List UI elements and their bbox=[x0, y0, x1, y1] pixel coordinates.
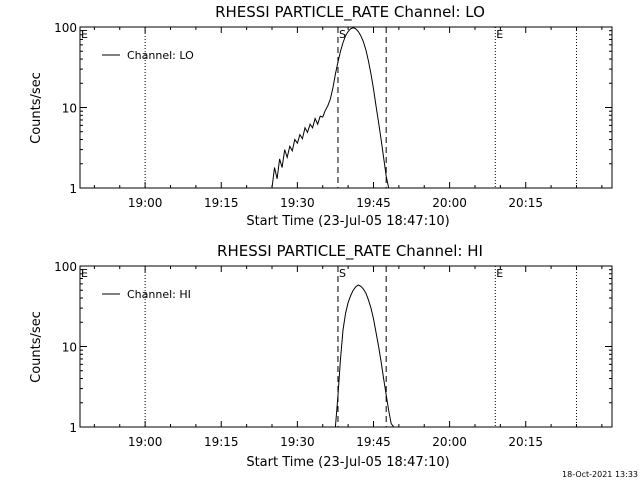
hi-x-axis-label: Start Time (23-Jul-05 18:47:10) bbox=[246, 455, 449, 470]
hi-y-axis-label: Counts/sec bbox=[29, 311, 44, 383]
hi-chart-title: RHESSI PARTICLE_RATE Channel: HI bbox=[217, 242, 483, 261]
hi-legend-label: Channel: HI bbox=[127, 288, 191, 301]
lo-series-line bbox=[271, 27, 397, 189]
hi-x-tick-label: 20:00 bbox=[432, 435, 467, 449]
hi-marker-label: S bbox=[339, 267, 346, 280]
lo-x-tick-label: 19:00 bbox=[128, 196, 163, 210]
hi-y-tick-label: 1 bbox=[69, 421, 77, 435]
lo-y-axis-label: Counts/sec bbox=[29, 72, 44, 144]
lo-x-tick-label: 20:00 bbox=[432, 196, 467, 210]
lo-y-tick-label: 100 bbox=[54, 21, 77, 35]
lo-marker-label: E bbox=[81, 28, 88, 41]
lo-y-tick-label: 1 bbox=[69, 182, 77, 196]
generation-timestamp: 18-Oct-2021 13:33 bbox=[562, 470, 638, 479]
lo-x-tick-label: 19:15 bbox=[204, 196, 239, 210]
lo-legend-label: Channel: LO bbox=[127, 49, 194, 62]
hi-x-tick-label: 19:30 bbox=[280, 435, 315, 449]
lo-x-tick-label: 19:30 bbox=[280, 196, 315, 210]
hi-channel-panel: RHESSI PARTICLE_RATE Channel: HI Start T… bbox=[29, 242, 613, 470]
hi-y-tick-label: 100 bbox=[54, 260, 77, 274]
hi-x-tick-label: 19:00 bbox=[128, 435, 163, 449]
lo-marker-label: S bbox=[339, 28, 346, 41]
lo-x-axis-label: Start Time (23-Jul-05 18:47:10) bbox=[246, 214, 449, 229]
hi-x-tick-label: 19:15 bbox=[204, 435, 239, 449]
hi-x-tick-label: 19:45 bbox=[356, 435, 391, 449]
lo-y-tick-label: 10 bbox=[62, 102, 77, 116]
lo-chart-title: RHESSI PARTICLE_RATE Channel: LO bbox=[215, 3, 485, 22]
hi-marker-label: E bbox=[81, 267, 88, 280]
lo-channel-panel: RHESSI PARTICLE_RATE Channel: LO Start T… bbox=[29, 3, 613, 229]
lo-x-tick-label: 19:45 bbox=[356, 196, 391, 210]
hi-series-line bbox=[334, 284, 395, 428]
lo-x-tick-label: 20:15 bbox=[508, 196, 543, 210]
hi-y-tick-label: 10 bbox=[62, 341, 77, 355]
hi-marker-label: E bbox=[496, 267, 503, 280]
hi-x-tick-label: 20:15 bbox=[508, 435, 543, 449]
lo-marker-label: E bbox=[496, 28, 503, 41]
